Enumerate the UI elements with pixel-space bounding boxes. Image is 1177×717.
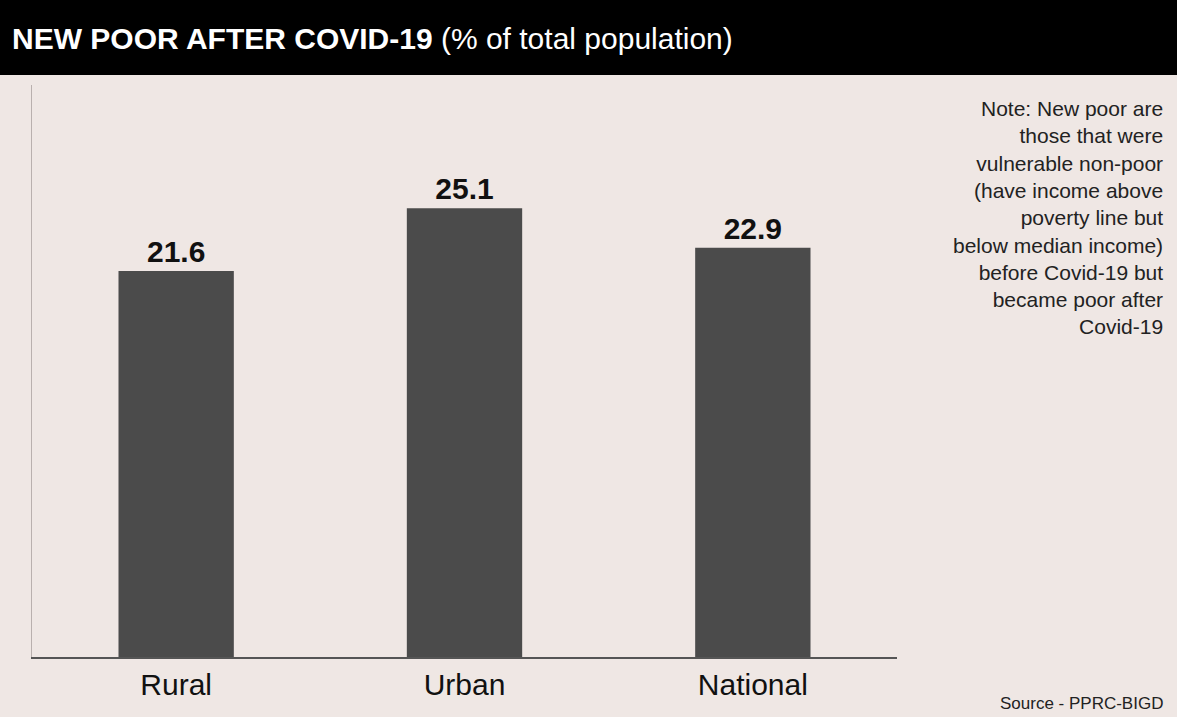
svg-text:22.9: 22.9	[724, 212, 782, 245]
svg-text:21.6: 21.6	[147, 235, 205, 268]
svg-text:National: National	[698, 668, 808, 701]
svg-text:Source - PPRC-BIGD: Source - PPRC-BIGD	[1000, 694, 1163, 713]
svg-text:Note: New poor arethose that w: Note: New poor arethose that werevulnera…	[953, 97, 1163, 338]
svg-text:Urban: Urban	[424, 668, 506, 701]
svg-text:Rural: Rural	[140, 668, 212, 701]
svg-text:NEW POOR AFTER COVID-19 (% of: NEW POOR AFTER COVID-19 (% of total popu…	[12, 22, 733, 55]
svg-text:25.1: 25.1	[435, 172, 493, 205]
